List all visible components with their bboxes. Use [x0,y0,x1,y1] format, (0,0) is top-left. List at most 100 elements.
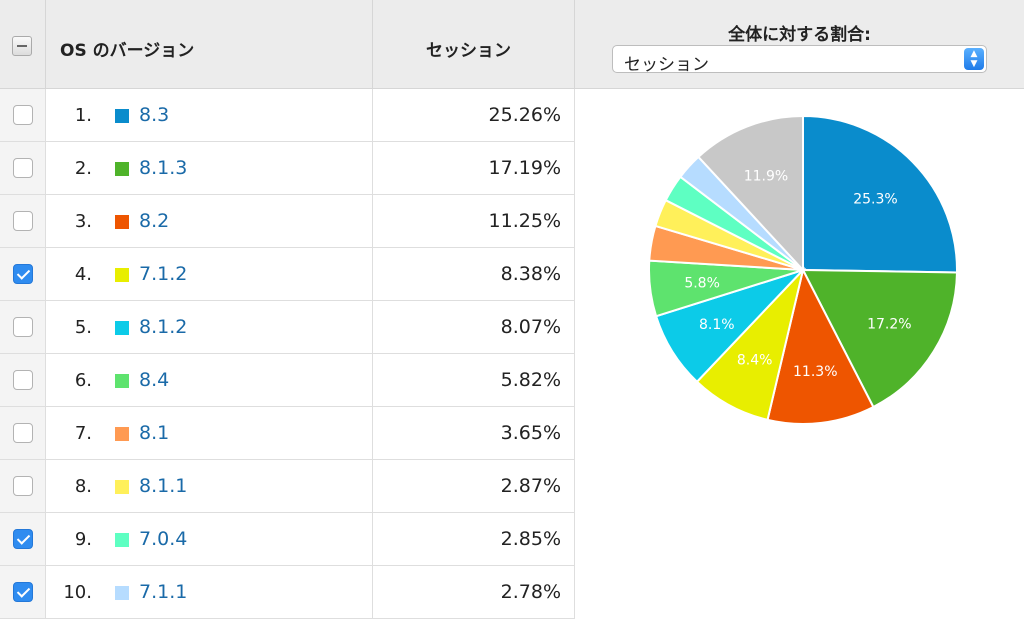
row-checkbox-cell [0,407,46,459]
select-all-checkbox[interactable] [12,36,32,56]
sessions-percent: 5.82% [500,369,561,391]
os-version-link[interactable]: 8.2 [139,210,170,232]
os-version-link[interactable]: 8.1.1 [139,475,188,497]
row-os-cell: 7. 8.1 [46,407,373,459]
table-row: 2. 8.1.3 17.19% [0,142,575,195]
compare-header: 全体に対する割合: セッション ▲ ▼ [575,0,1024,89]
compare-metric-select[interactable]: セッション ▲ ▼ [612,45,987,75]
row-os-cell: 6. 8.4 [46,354,373,406]
os-column-label: OS のバージョン [60,41,195,61]
row-sessions-cell: 3.65% [373,407,575,459]
pie-slice-8.3[interactable] [802,114,958,274]
row-rank: 6. [74,370,92,391]
sessions-percent: 3.65% [500,422,561,444]
pie-slice-label: 11.3% [793,364,837,380]
row-checkbox[interactable] [13,211,33,231]
row-checkbox[interactable] [13,264,33,284]
row-checkbox[interactable] [13,582,33,602]
row-checkbox[interactable] [13,317,33,337]
row-sessions-cell: 2.78% [373,566,575,618]
sessions-percent: 25.26% [488,104,561,126]
row-checkbox[interactable] [13,529,33,549]
series-color-swatch [115,321,129,335]
row-os-cell: 9. 7.0.4 [46,513,373,565]
row-rank: 1. [74,105,92,126]
row-checkbox-cell [0,248,46,300]
table-header: OS のバージョン セッション [0,0,575,89]
row-os-cell: 10. 7.1.1 [46,566,373,618]
sessions-percent: 2.87% [500,475,561,497]
sessions-percent: 2.78% [500,581,561,603]
row-checkbox[interactable] [13,370,33,390]
row-sessions-cell: 8.07% [373,301,575,353]
row-sessions-cell: 2.87% [373,460,575,512]
os-version-link[interactable]: 8.4 [139,369,170,391]
row-rank: 2. [74,158,92,179]
header-select-all-cell [0,0,46,88]
row-os-cell: 3. 8.2 [46,195,373,247]
series-color-swatch [115,480,129,494]
os-version-link[interactable]: 7.1.2 [139,263,188,285]
table-row: 7. 8.1 3.65% [0,407,575,460]
row-checkbox-cell [0,566,46,618]
series-color-swatch [115,268,129,282]
os-version-link[interactable]: 7.1.1 [139,581,188,603]
row-checkbox[interactable] [13,423,33,443]
header-sessions[interactable]: セッション [373,0,575,88]
compare-title: 全体に対する割合: [728,25,871,45]
pie-slice-label: 5.8% [684,275,720,291]
row-checkbox[interactable] [13,105,33,125]
series-color-swatch [115,109,129,123]
row-rank: 4. [74,264,92,285]
row-checkbox-cell [0,513,46,565]
table-row: 3. 8.2 11.25% [0,195,575,248]
row-rank: 10. [63,582,92,603]
series-color-swatch [115,215,129,229]
os-version-link[interactable]: 8.3 [139,104,170,126]
header-os-version[interactable]: OS のバージョン [46,0,373,88]
row-checkbox-cell [0,195,46,247]
row-os-cell: 4. 7.1.2 [46,248,373,300]
row-checkbox[interactable] [13,158,33,178]
table-row: 1. 8.3 25.26% [0,89,575,142]
series-color-swatch [115,586,129,600]
series-color-swatch [115,162,129,176]
row-checkbox-cell [0,301,46,353]
os-version-link[interactable]: 8.1.2 [139,316,188,338]
pie-slice-label: 8.4% [737,352,773,368]
sessions-percent: 11.25% [488,210,561,232]
sessions-percent: 17.19% [488,157,561,179]
series-color-swatch [115,533,129,547]
pie-slice-label: 11.9% [744,168,788,184]
table-row: 4. 7.1.2 8.38% [0,248,575,301]
row-rank: 8. [74,476,92,497]
row-checkbox-cell [0,354,46,406]
os-version-link[interactable]: 8.1 [139,422,170,444]
row-rank: 5. [74,317,92,338]
series-color-swatch [115,427,129,441]
table-row: 6. 8.4 5.82% [0,354,575,407]
pie-chart: 25.3% 17.2% 11.3% 8.4% 8.1% 5.8% 11.9% [648,114,958,425]
row-checkbox[interactable] [13,476,33,496]
compare-metric-value: セッション [624,55,709,75]
row-rank: 3. [74,211,92,232]
pie-slice-label: 25.3% [853,192,897,208]
row-sessions-cell: 11.25% [373,195,575,247]
row-checkbox-cell [0,460,46,512]
table-row: 8. 8.1.1 2.87% [0,460,575,513]
os-version-link[interactable]: 8.1.3 [139,157,188,179]
pie-slice-8.1.3[interactable] [801,268,958,409]
table-row: 5. 8.1.2 8.07% [0,301,575,354]
row-checkbox-cell [0,142,46,194]
os-version-link[interactable]: 7.0.4 [139,528,188,550]
row-checkbox-cell [0,89,46,141]
pie-slice-other[interactable] [697,114,804,273]
series-color-swatch [115,374,129,388]
row-sessions-cell: 8.38% [373,248,575,300]
row-sessions-cell: 5.82% [373,354,575,406]
row-os-cell: 8. 8.1.1 [46,460,373,512]
table-body: 1. 8.3 25.26% 2. 8.1.3 17.19% 3. 8.2 11.25% 4. 7.1… [0,89,575,619]
row-sessions-cell: 17.19% [373,142,575,194]
sessions-percent: 8.07% [500,316,561,338]
sessions-percent: 2.85% [500,528,561,550]
